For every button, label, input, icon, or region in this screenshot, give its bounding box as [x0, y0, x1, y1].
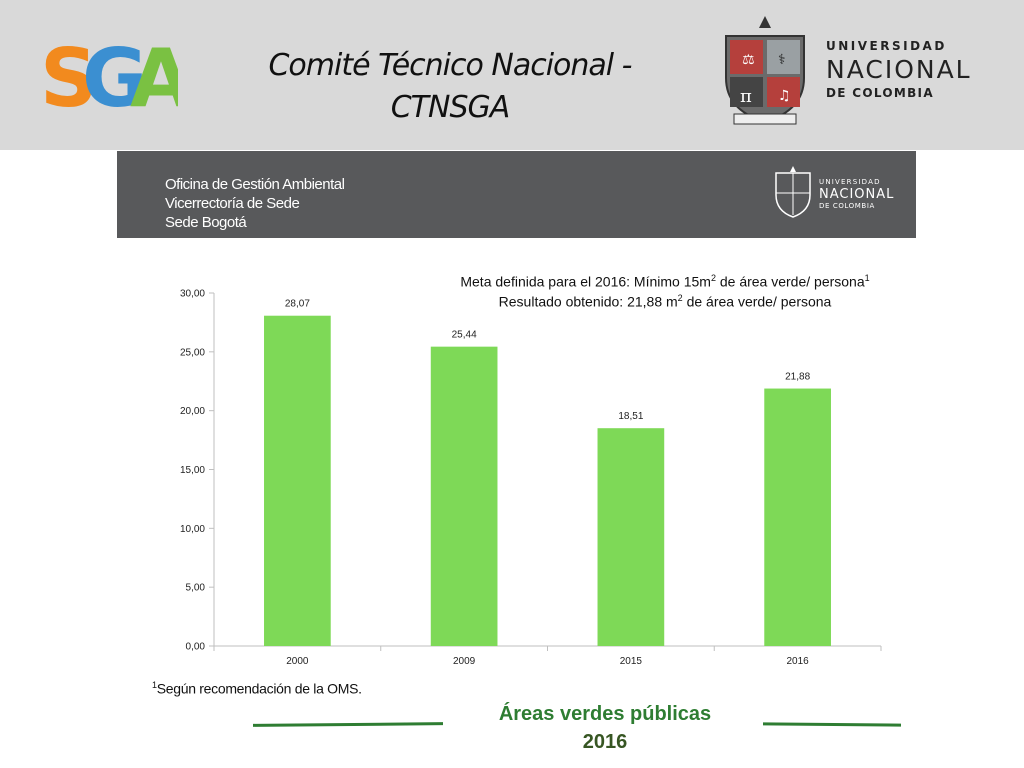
- university-name-line2: NACIONAL: [826, 55, 972, 84]
- office-university-line2: NACIONAL: [819, 187, 895, 202]
- footnote-text: Según recomendación de la OMS.: [156, 680, 362, 697]
- header-band: [0, 0, 1024, 150]
- sga-logo: S G A: [40, 32, 178, 115]
- goal-text: Meta definida para el 2016: Mínimo 15m: [460, 273, 711, 290]
- y-tick-label: 0,00: [186, 642, 206, 653]
- goal-text-end: de área verde/ persona: [715, 273, 865, 290]
- office-university-line1: UNIVERSIDAD: [819, 178, 881, 186]
- y-tick-label: 30,00: [180, 289, 205, 300]
- result-text: Resultado obtenido: 21,88 m: [498, 293, 678, 310]
- bar: [430, 346, 498, 646]
- bar-value-label: 21,88: [785, 372, 810, 383]
- goal-footnote-marker: 1: [864, 273, 870, 283]
- y-tick-label: 5,00: [186, 583, 206, 594]
- result-annotation: Resultado obtenido: 21,88 m2 de área ver…: [400, 293, 930, 310]
- svg-text:π: π: [740, 86, 752, 107]
- page-title: Comité Técnico Nacional - CTNSGA: [220, 45, 680, 129]
- x-tick-label: 2000: [286, 656, 309, 667]
- bar: [264, 315, 331, 646]
- svg-text:♫: ♫: [778, 88, 791, 104]
- bar: [764, 388, 831, 646]
- y-tick-label: 20,00: [180, 406, 205, 417]
- bottom-title-year: 2016: [582, 731, 628, 753]
- office-line1: Oficina de Gestión Ambiental: [165, 176, 345, 193]
- office-text: Oficina de Gestión Ambiental Vicerrector…: [165, 175, 345, 232]
- bar-value-label: 25,44: [452, 330, 477, 341]
- result-superscript: 2: [677, 293, 683, 303]
- bar: [597, 428, 665, 646]
- result-text-end: de área verde/ persona: [682, 293, 832, 310]
- x-tick-label: 2016: [787, 656, 810, 667]
- bar-value-label: 28,07: [285, 299, 310, 310]
- svg-text:⚖: ⚖: [742, 52, 755, 68]
- bottom-title-line1: Áreas verdes públicas: [498, 703, 712, 725]
- university-crest-icon: π ⚖ ⚕ ♫: [725, 16, 805, 125]
- y-tick-label: 15,00: [180, 465, 205, 476]
- office-line2: Vicerrectoría de Sede: [165, 195, 300, 212]
- university-name-line1: UNIVERSIDAD: [826, 39, 947, 53]
- x-tick-label: 2015: [620, 656, 643, 667]
- page-title-line1: Comité Técnico Nacional -: [268, 48, 632, 83]
- svg-text:⚕: ⚕: [778, 52, 786, 68]
- page-title-line2: CTNSGA: [390, 90, 511, 125]
- office-banner: Oficina de Gestión Ambiental Vicerrector…: [117, 151, 916, 238]
- office-university-line3: DE COLOMBIA: [819, 202, 875, 210]
- y-tick-label: 25,00: [180, 347, 205, 358]
- university-name-line3: DE COLOMBIA: [826, 86, 934, 100]
- goal-superscript: 2: [710, 273, 716, 283]
- office-line3: Sede Bogotá: [165, 214, 247, 231]
- sga-logo-letter-a: A: [130, 32, 178, 115]
- x-tick-label: 2009: [453, 656, 476, 667]
- university-name: UNIVERSIDAD NACIONAL DE COLOMBIA: [826, 40, 972, 99]
- footnote: 1Según recomendación de la OMS.: [152, 680, 362, 697]
- bottom-title: Áreas verdes públicas 2016: [460, 700, 750, 756]
- sga-logo-letter-g: G: [82, 32, 148, 115]
- sga-logo-letter-s: S: [40, 32, 98, 115]
- bar-value-label: 18,51: [618, 411, 643, 422]
- y-tick-label: 10,00: [180, 524, 205, 535]
- office-university-name: UNIVERSIDAD NACIONAL DE COLOMBIA: [819, 179, 894, 210]
- office-university-crest-icon: [775, 166, 811, 218]
- footnote-marker: 1: [152, 680, 157, 690]
- goal-annotation: Meta definida para el 2016: Mínimo 15m2 …: [400, 273, 930, 290]
